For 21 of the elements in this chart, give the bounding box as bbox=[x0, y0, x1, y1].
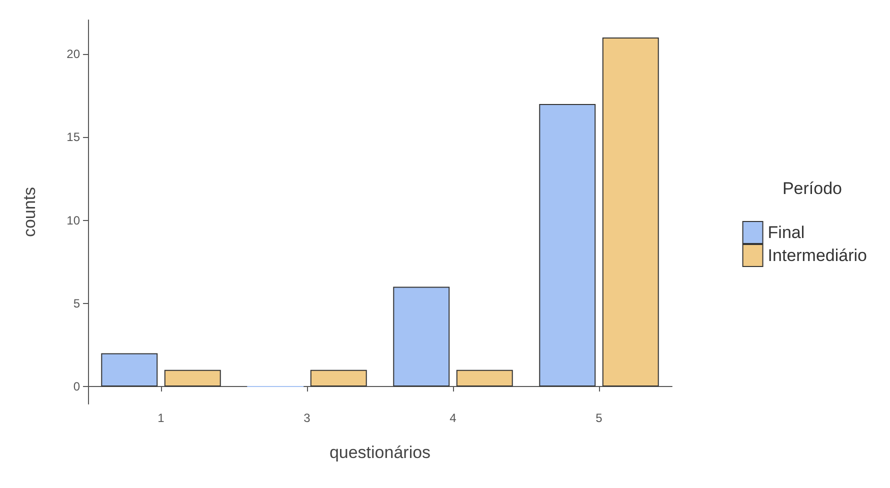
legend-label: Final bbox=[768, 223, 805, 242]
bar bbox=[310, 370, 367, 387]
x-tick-label: 4 bbox=[450, 411, 457, 425]
x-tick-label: 5 bbox=[596, 411, 603, 425]
legend-label: Intermediário bbox=[768, 246, 868, 265]
legend-title: Período bbox=[782, 179, 842, 198]
y-tick-label: 0 bbox=[73, 380, 80, 394]
bar bbox=[101, 353, 158, 387]
y-tick-label: 5 bbox=[73, 296, 80, 310]
y-tick-label: 10 bbox=[66, 213, 80, 228]
bar bbox=[456, 370, 513, 387]
bar bbox=[164, 370, 221, 387]
bar bbox=[602, 37, 659, 387]
y-tick-label: 20 bbox=[66, 47, 80, 62]
y-tick-label: 15 bbox=[66, 130, 80, 144]
x-tick-label: 3 bbox=[304, 411, 311, 425]
bar bbox=[393, 286, 450, 387]
x-tick-label: 1 bbox=[158, 411, 165, 425]
x-axis-title: questionários bbox=[329, 443, 431, 462]
y-axis-title: counts bbox=[20, 186, 39, 238]
bar bbox=[539, 104, 596, 387]
